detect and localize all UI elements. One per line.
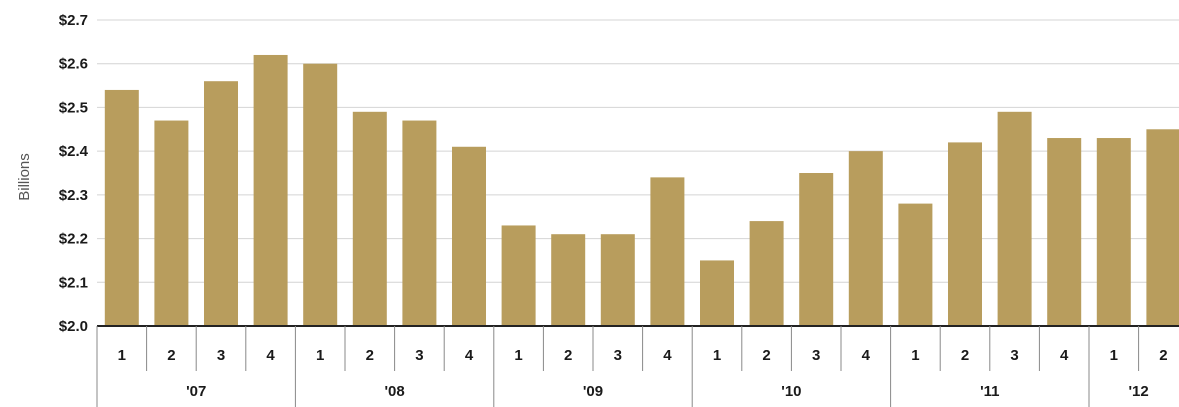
quarter-label: 2 [167,347,175,364]
bar [104,89,139,326]
bar [1146,129,1179,326]
quarter-label: 1 [316,347,324,364]
y-tick-label: $2.7 [59,12,88,29]
quarter-label: 4 [663,347,672,364]
bar [501,225,536,326]
y-axis-label: Billions [16,153,33,201]
quarter-label: 4 [1060,347,1069,364]
quarter-label: 1 [514,347,522,364]
bar [303,63,338,326]
bar [700,260,734,326]
quarter-label: 2 [564,347,572,364]
quarter-label: 1 [713,347,721,364]
bar [402,120,437,327]
bars [104,54,1179,327]
bar [253,54,288,326]
bar [154,120,189,327]
bar [650,177,685,326]
year-label: '07 [186,383,206,400]
bar [1047,138,1082,326]
y-tick-label: $2.6 [59,56,88,73]
quarter-label: 4 [266,347,275,364]
y-tick-label: $2.4 [59,143,89,160]
bar [551,234,586,326]
y-tick-label: $2.5 [59,99,88,116]
year-label: '12 [1128,383,1148,400]
year-label: '09 [583,383,603,400]
bar [749,221,784,326]
bar [204,81,238,326]
quarter-label: 1 [911,347,919,364]
year-label: '11 [980,383,999,400]
quarter-label: 2 [366,347,374,364]
y-tick-label: $2.3 [59,187,88,204]
y-tick-label: $2.0 [59,318,88,335]
bar [898,203,933,326]
quarter-label: 3 [1010,347,1018,364]
bar [352,111,387,326]
quarter-label: 2 [961,347,969,364]
quarter-label: 4 [862,347,871,364]
quarter-label: 2 [762,347,770,364]
year-label: '08 [384,383,404,400]
quarter-label: 3 [415,347,423,364]
bar [600,234,635,326]
bar [848,151,883,326]
bar [799,173,834,326]
quarter-label: 2 [1159,347,1167,364]
y-tick-label: $2.1 [59,274,88,291]
bar [948,142,982,326]
quarter-label: 3 [614,347,622,364]
quarter-label: 3 [812,347,820,364]
quarter-label: 3 [217,347,225,364]
bar [1096,138,1131,326]
y-tick-label: $2.2 [59,231,88,248]
year-label: '10 [781,383,801,400]
quarter-label: 1 [118,347,126,364]
y-axis: $2.0 $2.1 $2.2 $2.3 $2.4 $2.5 $2.6 $2.7 [59,12,89,335]
quarter-label: 4 [465,347,474,364]
bar [997,111,1032,326]
bar [452,146,486,326]
x-axis: 1 2 3 4 '07 1 2 3 4 '08 1 2 3 4 '09 1 2 3 4 '10 1 2 3 4 '11 1 2 '12 [96,325,1179,407]
quarter-label: 1 [1110,347,1118,364]
